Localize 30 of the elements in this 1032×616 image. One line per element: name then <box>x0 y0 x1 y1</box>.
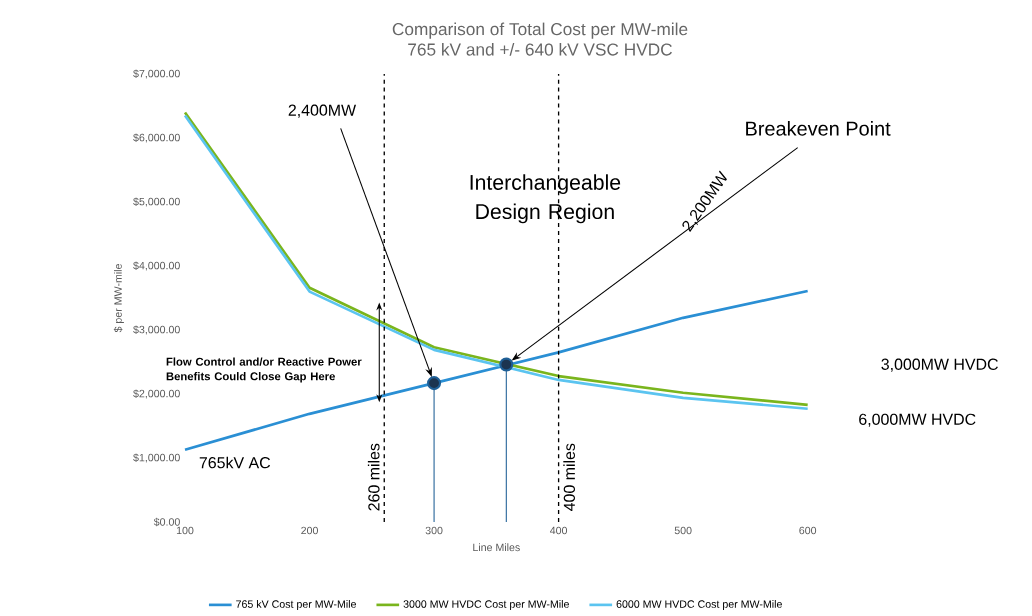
y-tick-label: $0.00 <box>153 517 180 527</box>
chart-title: Comparison of Total Cost per MW-mile <box>392 22 688 39</box>
y-tick-label: $5,000.00 <box>133 197 180 207</box>
annotation: Breakeven Point <box>746 121 891 136</box>
chart-subtitle: 765 kV and +/- 640 kV VSC HVDC <box>408 42 672 56</box>
x-tick-label: 100 <box>176 526 194 535</box>
x-tick-label: 400 <box>549 526 568 535</box>
annotation: Interchangeable Design Region <box>470 174 621 224</box>
legend-label: 3000 MW HVDC Cost per MW-Mile <box>403 600 569 610</box>
x-axis-title: Line Miles <box>473 543 520 552</box>
text: 3,000MW HVDC <box>881 358 998 372</box>
y-tick-label: $7,000.00 <box>133 69 180 79</box>
x-tick-label: 300 <box>425 526 443 535</box>
y-tick-label: $3,000.00 <box>133 325 180 335</box>
legend-label: 765 kV Cost per MW-Mile <box>236 600 356 610</box>
y-axis-title: $ per MW-mile <box>113 264 124 333</box>
annotation: 765kV AC <box>199 456 271 469</box>
y-tick-label: $4,000.00 <box>133 261 180 271</box>
legend-label: 6000 MW HVDC Cost per MW-Mile <box>616 600 782 610</box>
y-tick-label: $6,000.00 <box>133 133 180 143</box>
annotation: 2,400MW <box>288 104 357 118</box>
annotation: Flow Control and/or Reactive Power Benefits Could Close Gap Here <box>166 357 362 383</box>
y-tick-label: $2,000.00 <box>133 389 180 399</box>
x-tick-label: 500 <box>674 526 692 535</box>
x-tick-label: 600 <box>799 526 817 535</box>
text: 6,000MW HVDC <box>859 413 976 427</box>
ref-line-label: 260 miles <box>367 443 380 511</box>
x-tick-label: 200 <box>301 526 318 535</box>
y-tick-label: $1,000.00 <box>133 453 180 463</box>
ref-line-label: 400 miles <box>563 443 575 511</box>
